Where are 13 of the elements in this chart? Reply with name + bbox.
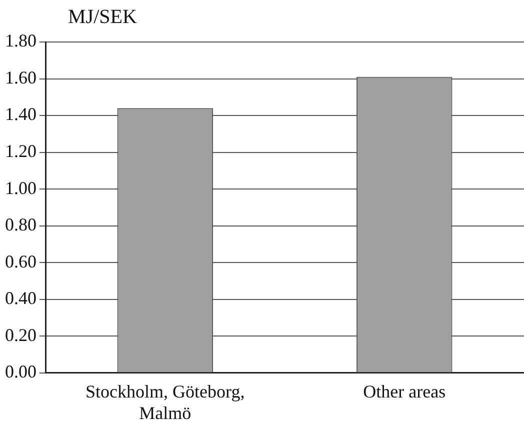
y-tick-label: 0.60	[5, 251, 36, 272]
y-tick-label: 1.20	[5, 141, 36, 161]
y-tick-label: 1.60	[5, 67, 36, 88]
y-tick-label: 0.80	[5, 214, 36, 235]
x-tick-label: Stockholm, Göteborg, Malmö	[86, 381, 245, 423]
y-tick-label: 1.00	[5, 178, 36, 198]
y-tick-label: 0.00	[5, 362, 36, 382]
y-tick-label: 0.40	[5, 288, 36, 308]
y-axis-title: MJ/SEK	[68, 6, 137, 29]
y-tick-label: 0.20	[5, 324, 36, 345]
y-tick-label: 1.80	[5, 30, 36, 51]
x-tick-label: Other areas	[363, 381, 446, 402]
y-tick-label: 1.40	[5, 104, 36, 124]
